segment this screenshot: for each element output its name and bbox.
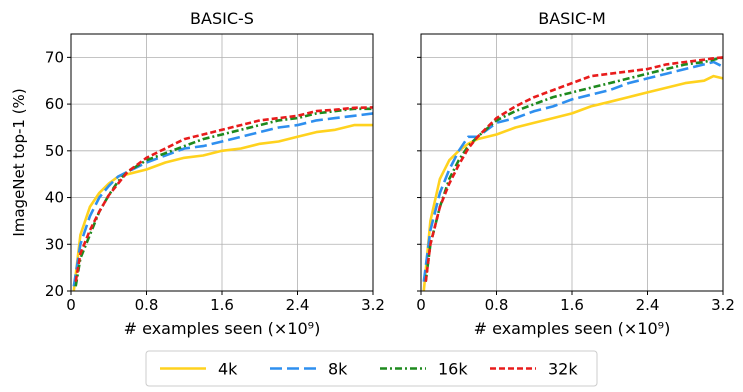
- y-tick-label: 60: [45, 95, 64, 113]
- x-tick-label: 3.2: [711, 296, 735, 314]
- x-axis-label: # examples seen (×10⁹): [474, 319, 671, 338]
- y-tick-label: 40: [45, 189, 64, 207]
- y-tick-label: 20: [45, 282, 64, 300]
- y-axis-label: ImageNet top-1 (%): [10, 88, 28, 236]
- x-tick-label: 0.8: [485, 296, 509, 314]
- y-tick-label: 30: [45, 235, 64, 253]
- series-line-4k: [422, 74, 724, 292]
- series-line-16k: [424, 56, 724, 282]
- legend-box: [145, 350, 598, 387]
- panel-title: BASIC-M: [538, 9, 606, 28]
- legend-label-16k: 16k: [438, 360, 468, 379]
- x-tick-label: 0: [66, 296, 76, 314]
- x-tick-label: 0: [416, 296, 426, 314]
- series-line-32k: [424, 56, 724, 282]
- series-line-8k: [72, 112, 374, 287]
- series-line-32k: [74, 106, 374, 282]
- x-tick-label: 3.2: [361, 296, 385, 314]
- y-tick-label: 70: [45, 48, 64, 66]
- x-tick-label: 2.4: [636, 296, 660, 314]
- y-tick-label: 50: [45, 142, 64, 160]
- series-line-4k: [72, 123, 373, 292]
- x-axis-label: # examples seen (×10⁹): [124, 319, 321, 338]
- x-tick-label: 2.4: [286, 296, 310, 314]
- panel-title: BASIC-S: [190, 9, 254, 28]
- series-line-8k: [422, 60, 724, 282]
- x-tick-label: 1.6: [560, 296, 584, 314]
- legend-label-32k: 32k: [548, 360, 578, 379]
- x-tick-label: 0.8: [135, 296, 159, 314]
- legend-label-8k: 8k: [328, 360, 348, 379]
- legend-label-4k: 4k: [218, 360, 238, 379]
- x-tick-label: 1.6: [210, 296, 234, 314]
